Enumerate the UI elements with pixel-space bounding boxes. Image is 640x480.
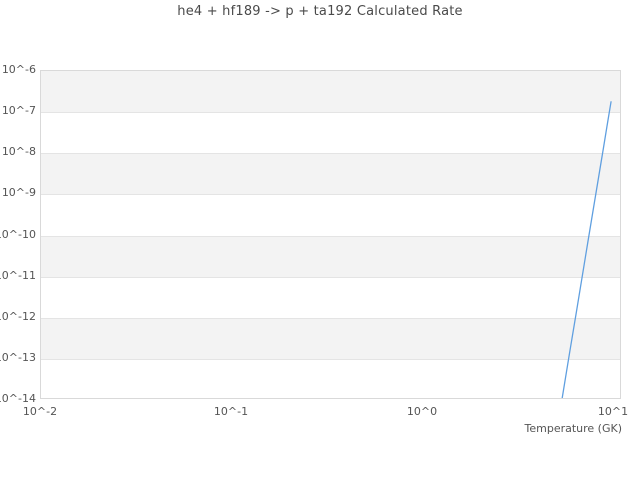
y-tick-label: 10^-7	[1, 104, 36, 118]
gridline	[41, 318, 620, 319]
plot-band	[41, 71, 620, 113]
calculated-rate-line	[561, 101, 612, 398]
x-tick-label: 10^0	[406, 405, 438, 418]
plot-area	[40, 70, 621, 399]
x-tick-label: 10^-2	[22, 405, 58, 418]
y-tick-label: 10^-6	[1, 63, 36, 76]
y-tick-label: 10^-14	[0, 392, 36, 405]
gridline	[41, 236, 620, 237]
rate-line-layer	[561, 101, 612, 398]
gridline	[41, 359, 620, 360]
y-tick-label: 10^-12	[0, 309, 36, 323]
x-axis-title: Temperature (GK)	[524, 422, 623, 435]
y-tick-label: 10^-9	[1, 186, 36, 200]
plot-band	[41, 194, 620, 236]
y-tick-label: 10^-11	[0, 268, 36, 282]
gridline	[41, 153, 620, 154]
plot-band	[41, 358, 620, 398]
y-tick-label: 10^-8	[1, 145, 36, 159]
x-tick-label: 10^-1	[213, 405, 249, 418]
chart-title: he4 + hf189 -> p + ta192 Calculated Rate	[177, 4, 463, 19]
plot-band	[41, 153, 620, 195]
gridline	[41, 194, 620, 195]
y-tick-label: 10^-13	[0, 350, 36, 364]
plot-band	[41, 276, 620, 318]
plot-band	[41, 112, 620, 154]
y-tick-label: 10^-10	[0, 227, 36, 241]
x-tick-label: 10^1	[597, 405, 629, 418]
gridline	[41, 112, 620, 113]
gridline	[41, 277, 620, 278]
plot-band	[41, 235, 620, 277]
plot-band	[41, 317, 620, 359]
